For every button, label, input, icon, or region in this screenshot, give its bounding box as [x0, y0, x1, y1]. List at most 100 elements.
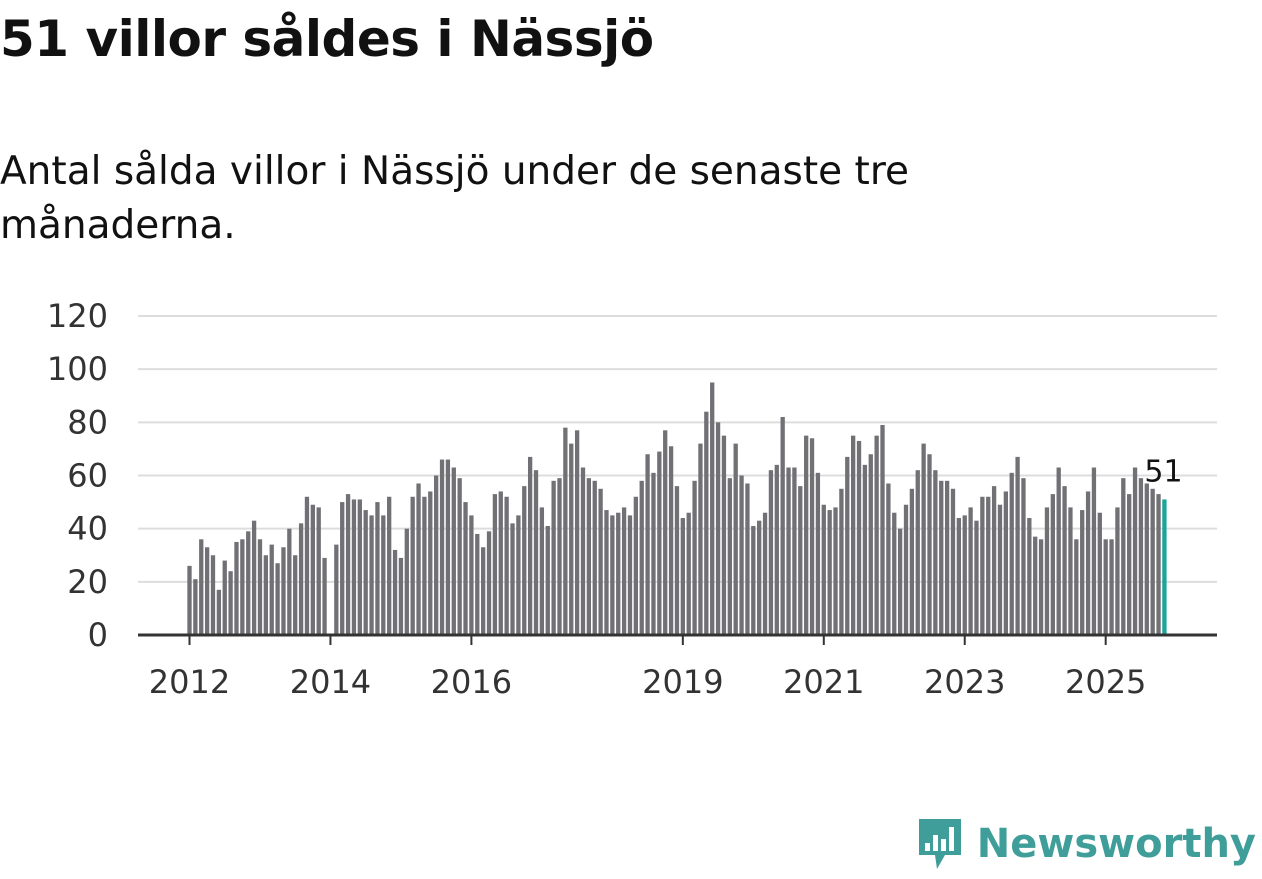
- x-tick-label: 2021: [783, 663, 864, 701]
- bar: [815, 472, 821, 635]
- bar: [862, 464, 868, 635]
- bar: [674, 486, 680, 635]
- bar: [751, 526, 756, 635]
- bar: [451, 467, 456, 635]
- bar: [845, 456, 850, 635]
- bar: [839, 488, 844, 635]
- bar: [962, 515, 967, 636]
- bar: [416, 483, 421, 635]
- bar: [633, 496, 638, 635]
- bar: [316, 507, 321, 635]
- bar: [827, 510, 832, 635]
- bar: [909, 488, 915, 635]
- y-axis-ticks: 0 20 40 60 80 100 120: [47, 297, 108, 654]
- bar: [481, 547, 486, 635]
- bar: [404, 528, 409, 635]
- bar: [351, 499, 357, 635]
- bar: [304, 496, 310, 635]
- bar: [892, 512, 897, 635]
- bar: [604, 510, 609, 635]
- chart-subtitle: Antal sålda villor i Nässjö under de sen…: [0, 149, 909, 248]
- bar: [944, 480, 950, 635]
- bar: [410, 496, 415, 635]
- bar: [980, 496, 985, 635]
- x-tick-label: 2019: [642, 663, 723, 701]
- bar: [275, 563, 280, 635]
- highlight-value-label: 51: [1144, 454, 1182, 489]
- bar: [475, 533, 480, 635]
- bar: [486, 531, 492, 635]
- y-tick-label: 120: [47, 297, 108, 335]
- bar: [592, 480, 597, 635]
- bar: [439, 459, 445, 635]
- bar: [545, 526, 550, 635]
- bar: [387, 496, 392, 635]
- x-tick-label: 2023: [924, 663, 1005, 701]
- bar: [1150, 488, 1155, 635]
- bar: [733, 443, 738, 635]
- bar: [457, 478, 462, 635]
- bar: [1050, 494, 1055, 635]
- bar: [563, 427, 568, 635]
- bar: [692, 480, 697, 635]
- bar: [1138, 478, 1144, 635]
- bar: [210, 555, 216, 635]
- bar: [193, 579, 198, 635]
- bar: [1062, 486, 1067, 635]
- bar: [798, 486, 803, 635]
- bar: [539, 507, 545, 635]
- bar: [715, 422, 721, 635]
- bar: [1097, 512, 1102, 635]
- bar: [950, 488, 956, 635]
- bar: [809, 438, 815, 635]
- bar: [422, 496, 427, 635]
- bar: [310, 504, 315, 635]
- bar: [874, 435, 879, 636]
- bar: [522, 486, 527, 635]
- bar: [1144, 483, 1149, 635]
- y-tick-label: 100: [47, 350, 108, 388]
- bar: [281, 547, 286, 635]
- bar: [445, 459, 451, 635]
- x-tick-label: 2012: [149, 663, 230, 701]
- bar: [616, 512, 621, 635]
- bar: [551, 480, 556, 635]
- bar: [991, 486, 997, 635]
- bar: [927, 454, 932, 635]
- bar: [574, 430, 580, 635]
- bar: [721, 435, 727, 636]
- bar: [463, 502, 468, 635]
- bar: [974, 520, 979, 635]
- bar: [240, 539, 245, 635]
- bar: [1003, 491, 1008, 635]
- bar: [868, 454, 873, 635]
- bar: [645, 454, 650, 635]
- bar: [246, 531, 251, 635]
- bar: [1015, 456, 1020, 635]
- bar: [710, 382, 715, 635]
- bar: [369, 515, 374, 636]
- bar: [216, 589, 222, 635]
- bar: [580, 467, 586, 635]
- bar: [381, 515, 386, 636]
- bar: [627, 515, 633, 636]
- bar: [1132, 467, 1138, 635]
- bar: [939, 480, 944, 635]
- bar: [804, 435, 809, 636]
- bar: [204, 547, 210, 635]
- bar: [1056, 467, 1061, 635]
- bar: [187, 565, 192, 635]
- brand-logo: Newsworthy: [915, 815, 1256, 873]
- bar: [968, 507, 973, 635]
- x-tick-label: 2016: [431, 663, 512, 701]
- bar: [727, 478, 732, 635]
- bar: [363, 510, 368, 635]
- bar: [680, 518, 685, 635]
- bar: [398, 557, 404, 635]
- bar: [516, 515, 521, 636]
- bar: [921, 443, 926, 635]
- bar-chart-logo-icon: [918, 819, 961, 869]
- bar: [997, 504, 1003, 635]
- bar: [745, 483, 750, 635]
